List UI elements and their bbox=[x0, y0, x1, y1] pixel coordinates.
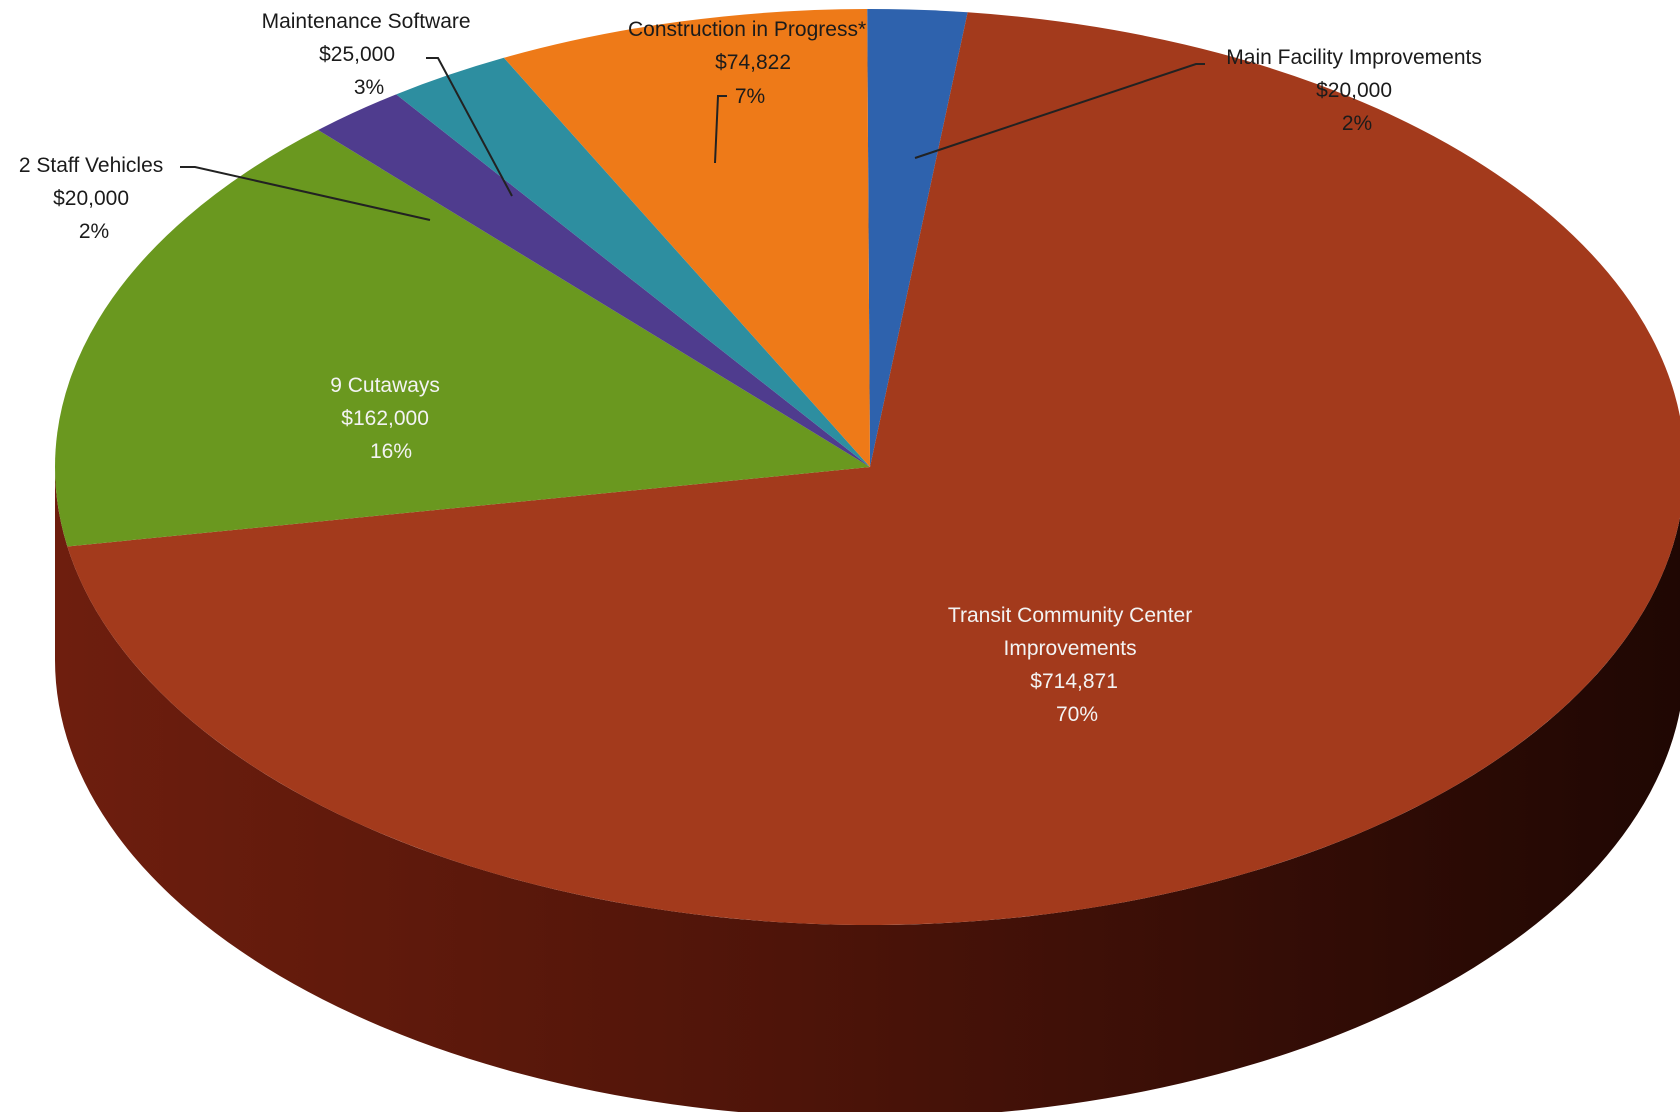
label-category: Main Facility Improvements bbox=[1226, 46, 1482, 69]
label-category-line-1: Transit Community Center bbox=[948, 604, 1192, 627]
label-percent: 3% bbox=[354, 76, 384, 99]
slice-maintenance-software bbox=[396, 57, 870, 468]
slice-2-staff-vehicles bbox=[318, 94, 870, 467]
label-percent: 2% bbox=[1342, 112, 1372, 135]
label-category-line-2: Improvements bbox=[1004, 637, 1137, 660]
slice-main-facility-improvements bbox=[867, 8, 968, 467]
label-amount: $20,000 bbox=[53, 187, 129, 210]
leader-lines bbox=[180, 57, 1205, 221]
pie-slices bbox=[55, 8, 1680, 926]
data-label-maintenance-software: Maintenance Software $25,000 3% bbox=[262, 10, 477, 99]
data-label-main-facility: Main Facility Improvements $20,000 2% bbox=[1226, 46, 1487, 135]
slice-9-cutaways bbox=[55, 130, 871, 547]
label-amount: $162,000 bbox=[341, 407, 429, 430]
leader-line-main-facility bbox=[914, 63, 1205, 159]
label-percent: 7% bbox=[735, 85, 765, 108]
label-percent: 2% bbox=[79, 220, 109, 243]
leader-line-construction bbox=[714, 95, 727, 164]
data-label-2-staff-vehicles: 2 Staff Vehicles $20,000 2% bbox=[19, 154, 169, 243]
label-percent: 70% bbox=[1056, 703, 1098, 726]
label-amount: $74,822 bbox=[715, 51, 791, 74]
pie-side-wall bbox=[55, 467, 1680, 1112]
data-label-9-cutaways: 9 Cutaways $162,000 16% bbox=[330, 374, 446, 463]
label-category: 2 Staff Vehicles bbox=[19, 154, 163, 177]
leader-line-maintenance-software bbox=[426, 57, 513, 197]
label-amount: $714,871 bbox=[1030, 670, 1118, 693]
slice-transit-community-center-improvements bbox=[67, 12, 1680, 926]
slice-construction-in-progress bbox=[503, 9, 870, 467]
data-label-transit-community-center: Transit Community Center Improvements $7… bbox=[948, 604, 1198, 726]
label-amount: $25,000 bbox=[319, 43, 395, 66]
label-percent: 16% bbox=[370, 440, 412, 463]
label-category: Construction in Progress* bbox=[628, 18, 866, 41]
label-category: Maintenance Software bbox=[262, 10, 471, 33]
data-label-construction-in-progress: Construction in Progress* $74,822 7% bbox=[628, 18, 872, 108]
leader-line-staff-vehicles bbox=[180, 166, 431, 221]
label-category: 9 Cutaways bbox=[330, 374, 440, 397]
pie-side-wall-face bbox=[55, 467, 1680, 1112]
label-amount: $20,000 bbox=[1316, 79, 1392, 102]
